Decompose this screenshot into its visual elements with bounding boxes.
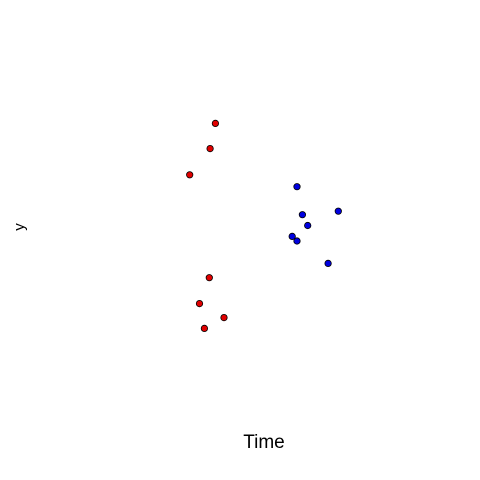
data-point-series-2-3 [304,221,312,230]
data-point-series-2-4 [288,232,296,240]
data-point-series-2-5 [293,237,301,245]
data-point-series-1-5 [195,299,204,308]
data-point-series-1-6 [220,313,228,322]
data-point-series-2-6 [334,207,342,215]
data-point-series-2-2 [298,211,306,219]
points-layer [186,119,342,332]
data-point-series-1-4 [205,274,213,282]
x-axis-label: Time [243,432,285,453]
data-point-series-2-7 [324,259,332,267]
data-point-series-1-2 [206,145,214,153]
data-point-series-1-7 [200,324,208,332]
data-point-series-1-3 [186,171,194,179]
data-point-series-2-1 [293,183,301,191]
data-point-series-1-1 [211,119,219,128]
y-axis-label: y [11,223,28,231]
